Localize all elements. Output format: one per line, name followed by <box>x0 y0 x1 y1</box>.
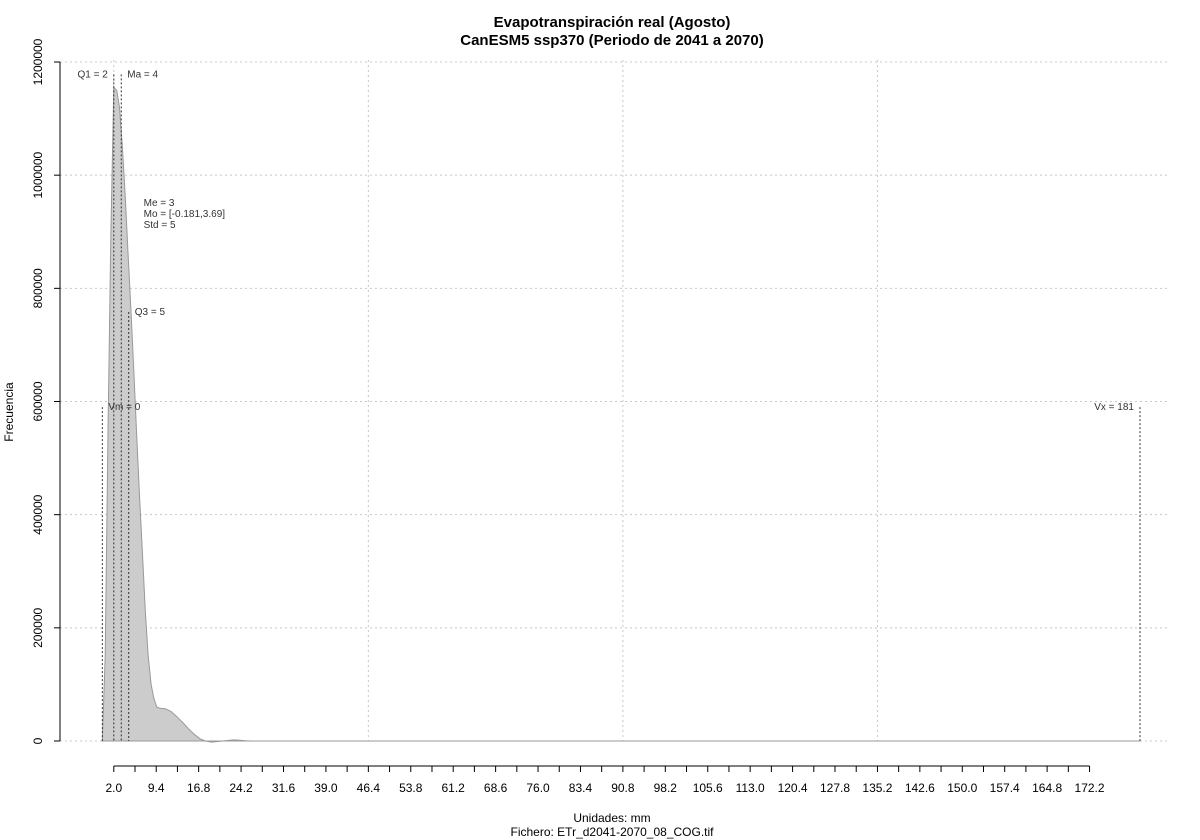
chart-title: Evapotranspiración real (Agosto) <box>494 14 731 31</box>
x-tick-label: 157.4 <box>990 781 1020 795</box>
grid-layer <box>60 60 1170 742</box>
x-tick-label: 172.2 <box>1075 781 1105 795</box>
marker-label: Vx = 181 <box>1094 402 1134 413</box>
x-tick-label: 16.8 <box>187 781 211 795</box>
x-tick-label: 24.2 <box>229 781 253 795</box>
x-tick-label: 31.6 <box>272 781 296 795</box>
x-tick-label: 53.8 <box>399 781 423 795</box>
y-tick-label: 1200000 <box>31 38 45 85</box>
stats-label: Me = 3 <box>144 198 175 209</box>
stats-label: Std = 5 <box>144 220 176 231</box>
x-tick-label: 61.2 <box>442 781 466 795</box>
x-tick-label: 150.0 <box>947 781 977 795</box>
x-tick-label: 9.4 <box>148 781 165 795</box>
y-tick-label: 200000 <box>31 607 45 647</box>
marker-label: Q3 = 5 <box>135 307 166 318</box>
x-tick-label: 98.2 <box>654 781 678 795</box>
x-tick-label: 76.0 <box>526 781 550 795</box>
y-tick-label: 0 <box>31 737 45 744</box>
x-tick-label: 142.6 <box>905 781 935 795</box>
marker-label: Q1 = 2 <box>77 69 108 80</box>
x-tick-label: 135.2 <box>862 781 892 795</box>
x-tick-label: 68.6 <box>484 781 508 795</box>
x-tick-label: 105.6 <box>693 781 723 795</box>
x-axis-label: Unidades: mm <box>573 811 650 825</box>
x-tick-label: 113.0 <box>736 781 765 795</box>
y-axis-label: Frecuencia <box>2 382 16 442</box>
x-tick-label: 120.4 <box>778 781 808 795</box>
x-tick-label: 164.8 <box>1032 781 1062 795</box>
x-tick-label: 127.8 <box>820 781 850 795</box>
x-tick-label: 46.4 <box>357 781 381 795</box>
marker-label: Ma = 4 <box>127 69 158 80</box>
axis-layer: 0 200000 400000 600000 800000 1000000 1200000 2… <box>31 38 1105 795</box>
y-tick-label: 600000 <box>31 381 45 421</box>
chart-subtitle: CanESM5 ssp370 (Periodo de 2041 a 2070) <box>460 32 763 49</box>
y-tick-label: 400000 <box>31 494 45 534</box>
file-name-label: Fichero: ETr_d2041-2070_08_COG.tif <box>511 825 715 839</box>
density-area <box>101 86 1140 743</box>
x-tick-label: 90.8 <box>611 781 635 795</box>
y-tick-label: 800000 <box>31 268 45 308</box>
x-tick-label: 83.4 <box>569 781 593 795</box>
x-tick-label: 2.0 <box>105 781 122 795</box>
density-area-layer <box>101 86 1140 743</box>
x-tick-label: 39.0 <box>314 781 338 795</box>
stats-label: Mo = [-0.181,3.69] <box>144 209 226 220</box>
marker-layer: Vm = 0 Q1 = 2 Ma = 4 Q3 = 5 Vx = 181 Me = 3Mo… <box>77 69 1141 741</box>
y-tick-label: 1000000 <box>31 151 45 198</box>
marker-label: Vm = 0 <box>108 402 140 413</box>
